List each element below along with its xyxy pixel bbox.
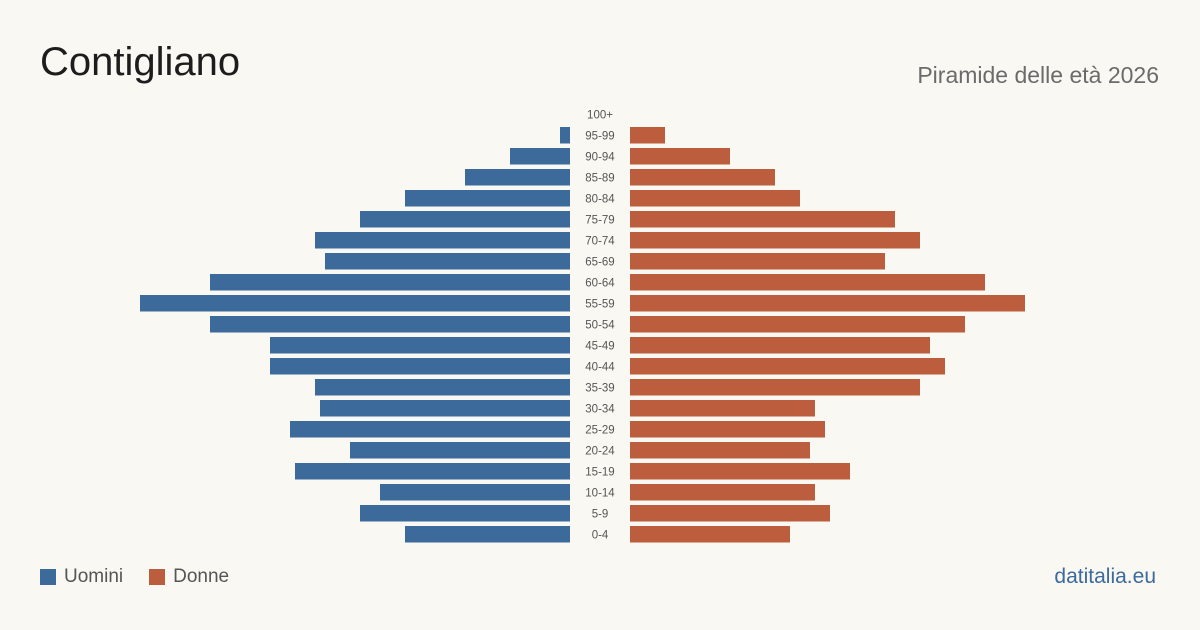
- age-label-25-29: 25-29: [585, 424, 614, 436]
- page-title: Contigliano: [40, 40, 241, 84]
- chart-legend: Uomini Donne: [40, 566, 255, 588]
- bar-female-40-44: [630, 358, 945, 375]
- bar-male-80-84: [405, 190, 570, 207]
- bar-male-10-14: [380, 484, 570, 501]
- bar-female-80-84: [630, 190, 800, 207]
- bar-female-25-29: [630, 421, 825, 438]
- bar-male-25-29: [290, 421, 570, 438]
- bar-female-15-19: [630, 463, 850, 480]
- bar-female-75-79: [630, 211, 895, 228]
- bar-female-0-4: [630, 526, 790, 543]
- bar-male-60-64: [210, 274, 570, 291]
- bar-female-55-59: [630, 295, 1025, 312]
- bar-female-50-54: [630, 316, 965, 333]
- bar-female-35-39: [630, 379, 920, 396]
- bar-male-55-59: [140, 295, 570, 312]
- bar-male-40-44: [270, 358, 570, 375]
- bar-female-10-14: [630, 484, 815, 501]
- bar-female-20-24: [630, 442, 810, 459]
- legend-label-male: Uomini: [64, 566, 124, 587]
- bar-male-0-4: [405, 526, 570, 543]
- age-label-10-14: 10-14: [585, 487, 615, 499]
- age-label-55-59: 55-59: [585, 298, 614, 310]
- age-label-75-79: 75-79: [585, 214, 614, 226]
- bar-female-70-74: [630, 232, 920, 249]
- legend-item-male: Uomini: [40, 566, 123, 588]
- age-label-100plus: 100+: [587, 109, 613, 121]
- age-label-60-64: 60-64: [585, 277, 615, 289]
- bar-male-50-54: [210, 316, 570, 333]
- age-label-35-39: 35-39: [585, 382, 614, 394]
- chart-subtitle: Piramide delle età 2026: [917, 62, 1159, 88]
- legend-swatch-male: [40, 569, 56, 585]
- bar-female-95-99: [630, 127, 665, 144]
- bar-female-30-34: [630, 400, 815, 417]
- age-label-15-19: 15-19: [585, 466, 614, 478]
- bar-male-30-34: [320, 400, 570, 417]
- age-label-85-89: 85-89: [585, 172, 614, 184]
- bar-female-45-49: [630, 337, 930, 354]
- age-label-95-99: 95-99: [585, 130, 614, 142]
- age-label-70-74: 70-74: [585, 235, 615, 247]
- legend-swatch-female: [149, 569, 166, 585]
- bar-male-15-19: [295, 463, 570, 480]
- bar-female-5-9: [630, 505, 830, 522]
- bar-female-60-64: [630, 274, 985, 291]
- age-label-80-84: 80-84: [585, 193, 615, 205]
- bar-female-65-69: [630, 253, 885, 270]
- age-label-40-44: 40-44: [585, 361, 615, 373]
- age-label-20-24: 20-24: [585, 445, 615, 457]
- bar-male-5-9: [360, 505, 570, 522]
- bar-male-90-94: [510, 148, 570, 165]
- legend-label-female: Donne: [173, 566, 230, 587]
- age-label-0-4: 0-4: [592, 529, 609, 541]
- bar-male-95-99: [560, 127, 570, 144]
- brand-link[interactable]: datitalia.eu: [1054, 565, 1156, 588]
- age-label-30-34: 30-34: [585, 403, 615, 415]
- age-label-45-49: 45-49: [585, 340, 614, 352]
- bar-female-85-89: [630, 169, 775, 186]
- bar-female-90-94: [630, 148, 730, 165]
- age-label-50-54: 50-54: [585, 319, 615, 331]
- bar-male-35-39: [315, 379, 570, 396]
- legend-item-female: Donne: [149, 566, 229, 588]
- bar-male-65-69: [325, 253, 570, 270]
- bar-male-75-79: [360, 211, 570, 228]
- bar-male-20-24: [350, 442, 570, 459]
- bar-male-45-49: [270, 337, 570, 354]
- age-label-65-69: 65-69: [585, 256, 614, 268]
- bar-male-85-89: [465, 169, 570, 186]
- bar-male-70-74: [315, 232, 570, 249]
- age-label-5-9: 5-9: [592, 508, 609, 520]
- age-label-90-94: 90-94: [585, 151, 615, 163]
